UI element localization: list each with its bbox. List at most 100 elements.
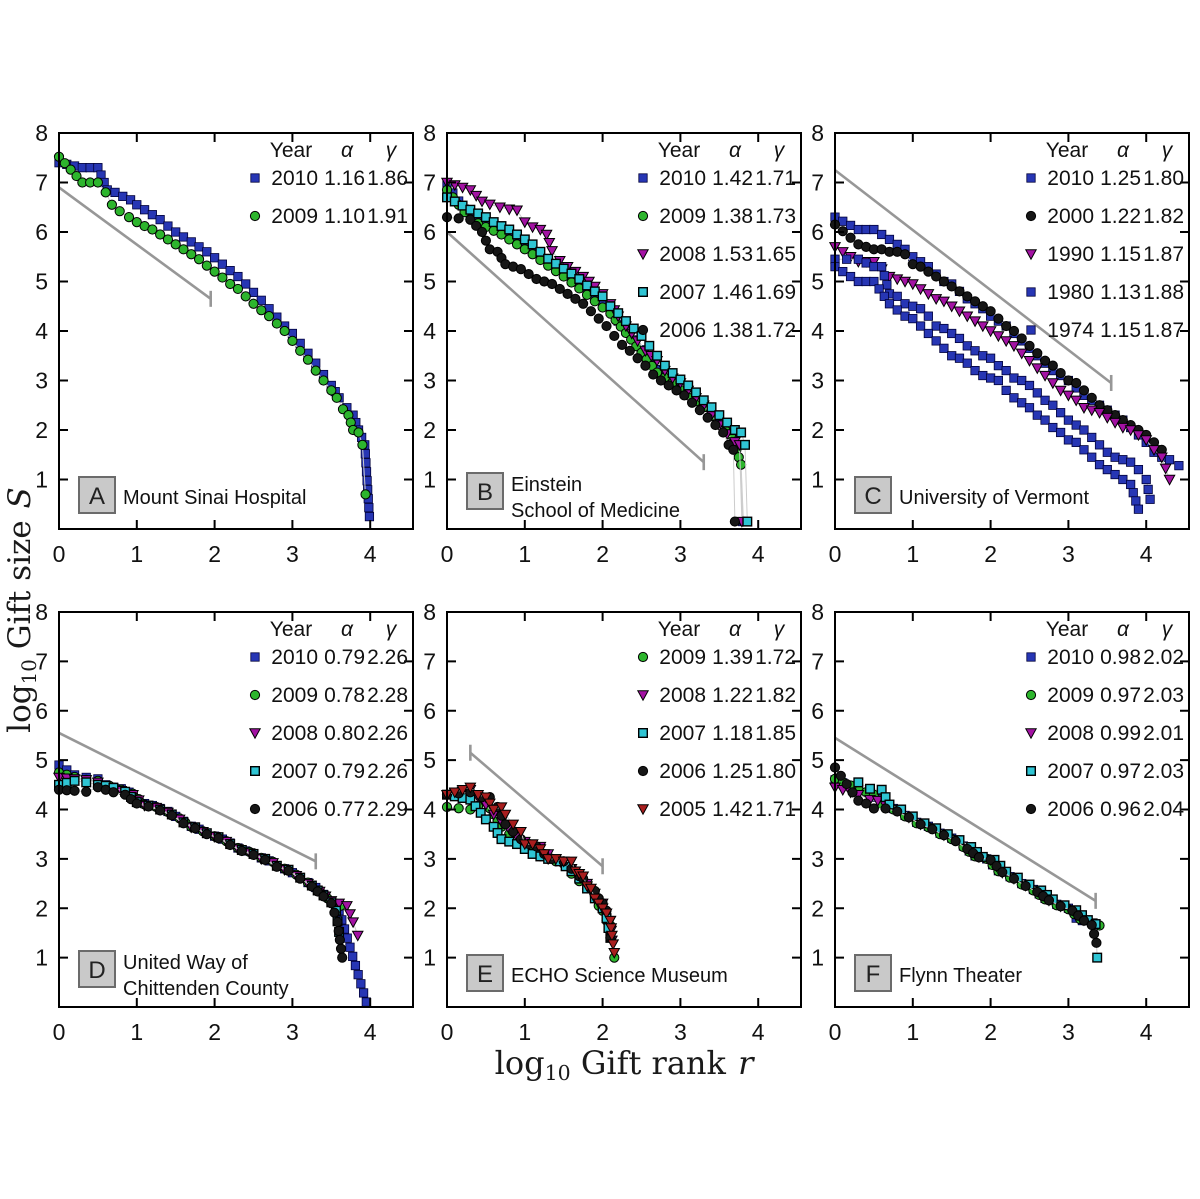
marker-circle <box>648 369 659 380</box>
marker-square <box>178 232 189 242</box>
marker-circle <box>962 291 973 302</box>
legend-gamma: 1.88 <box>1143 281 1184 304</box>
marker-triangle-down <box>600 908 613 920</box>
panel-title: University of Vermont <box>899 487 1090 509</box>
marker-square <box>869 262 879 272</box>
y-tick-label: 3 <box>811 368 824 394</box>
panel-label-box <box>78 476 116 514</box>
marker-circle <box>1043 895 1055 906</box>
scatter-series-2009 <box>53 151 371 500</box>
marker-square <box>1026 325 1036 335</box>
legend-gamma: 1.73 <box>755 205 796 228</box>
marker-open-square <box>69 775 80 786</box>
legend-alpha: 0.79 <box>324 646 365 669</box>
marker-square <box>186 237 196 247</box>
marker-square <box>202 247 212 257</box>
marker-triangle-down <box>543 237 556 249</box>
marker-triangle-down <box>577 871 590 883</box>
marker-square <box>1071 437 1081 447</box>
marker-circle <box>880 803 891 814</box>
legend-entry-2006: 2006 1.38 1.72 <box>637 319 796 342</box>
marker-square <box>842 254 852 264</box>
marker-square <box>1102 447 1112 457</box>
marker-circle <box>977 301 988 312</box>
marker-square <box>155 215 165 225</box>
marker-circle <box>65 164 76 175</box>
marker-triangle-down <box>464 782 477 794</box>
y-tick-label: 4 <box>35 318 48 344</box>
legend-alpha: 1.15 <box>1100 319 1141 342</box>
legend-gamma: 1.69 <box>755 281 796 304</box>
marker-square <box>360 449 370 459</box>
marker-circle <box>353 427 364 438</box>
y-tick-label: 4 <box>35 797 48 823</box>
legend-entry-2008: 2008 1.53 1.65 <box>636 243 796 266</box>
marker-triangle-down <box>565 856 578 868</box>
marker-square <box>364 503 374 513</box>
legend-alpha: 1.38 <box>712 319 753 342</box>
marker-circle <box>100 187 111 198</box>
marker-square <box>1102 464 1112 475</box>
marker-circle <box>1020 880 1031 892</box>
marker-square <box>250 652 260 662</box>
legend-entry-2008: 2008 1.22 1.82 <box>636 684 796 707</box>
marker-square <box>1164 455 1175 465</box>
marker-triangle-down <box>636 804 650 816</box>
legend-header-year: Year <box>270 139 312 162</box>
marker-square <box>1017 398 1027 408</box>
marker-triangle-down <box>1140 435 1153 447</box>
marker-square <box>970 365 980 376</box>
x-tick-label: 0 <box>53 541 66 567</box>
marker-square <box>838 266 848 277</box>
marker-open-square <box>637 727 648 738</box>
legend-entry-2010: 2010 1.42 1.71 <box>638 167 796 190</box>
marker-circle <box>1047 360 1058 371</box>
marker-triangle-down <box>479 792 492 804</box>
marker-square <box>1128 488 1138 498</box>
marker-square <box>931 336 941 346</box>
marker-square <box>194 242 204 252</box>
marker-triangle-down <box>499 809 512 821</box>
y-tick-label: 2 <box>811 895 824 921</box>
y-tick-label: 3 <box>811 846 824 872</box>
x-tick-label: 3 <box>674 1019 687 1045</box>
marker-square <box>1087 452 1097 462</box>
guide-line <box>834 169 1112 385</box>
marker-open-square <box>620 316 631 327</box>
marker-circle <box>201 260 212 271</box>
marker-circle <box>640 360 651 371</box>
legend-alpha: 1.53 <box>712 243 753 266</box>
panel-label-letter: E <box>477 961 493 988</box>
x-tick-label: 4 <box>752 541 765 567</box>
legend-header-year: Year <box>1046 139 1088 162</box>
marker-square <box>1110 452 1120 462</box>
y-tick-label: 4 <box>811 318 824 344</box>
legend-gamma: 1.86 <box>367 167 408 190</box>
x-axis-label: log10 Gift rank r <box>324 1044 924 1088</box>
legend-year: 2006 <box>271 798 318 821</box>
marker-square <box>1079 425 1089 435</box>
marker-open-square <box>652 350 663 361</box>
marker-square <box>1094 440 1105 450</box>
marker-circle <box>310 365 321 376</box>
marker-circle <box>225 839 236 851</box>
marker-square <box>1009 393 1019 403</box>
marker-circle <box>302 354 314 365</box>
legend-header-gamma: γ <box>386 618 398 641</box>
panel-title-line1: Einstein <box>511 474 582 496</box>
marker-circle <box>993 313 1004 324</box>
legend-year: 2006 <box>1047 798 1094 821</box>
legend-alpha: 1.22 <box>1100 205 1141 228</box>
marker-circle <box>178 818 189 829</box>
legend-header-year: Year <box>658 139 700 162</box>
legend-year: 2006 <box>659 760 706 783</box>
marker-square <box>986 373 996 383</box>
marker-circle <box>225 278 236 290</box>
marker-square <box>250 173 260 183</box>
marker-circle <box>465 214 476 225</box>
legend-year: 2008 <box>659 243 706 266</box>
marker-circle <box>108 787 119 798</box>
y-tick-label: 3 <box>35 846 48 872</box>
